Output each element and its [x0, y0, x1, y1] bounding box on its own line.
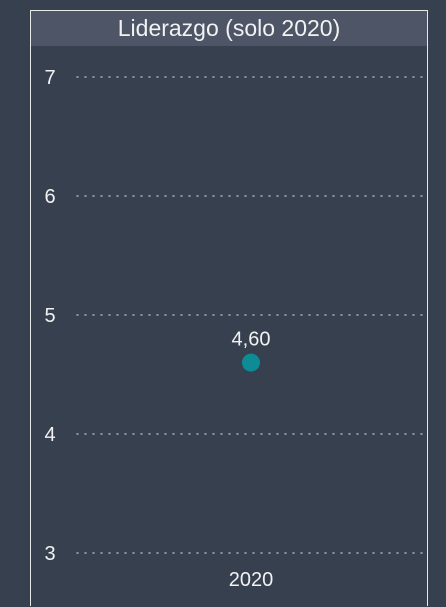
- y-tick-label: 5: [44, 305, 55, 327]
- data-points: 4,60: [232, 329, 271, 372]
- y-tick-label: 3: [44, 543, 55, 565]
- grid-layer: [76, 76, 426, 554]
- data-label: 4,60: [232, 329, 271, 351]
- y-axis-ticks: 3 4 5 6 7: [44, 67, 55, 565]
- chart-panel: Liderazgo (solo 2020) 3 4 5 6 7 2020 4,60: [30, 10, 428, 606]
- x-tick-label: 2020: [229, 569, 274, 591]
- chart-header: [31, 11, 427, 46]
- plot-area: 3 4 5 6 7 2020 4,60: [44, 67, 426, 591]
- y-tick-label: 4: [44, 424, 55, 446]
- x-axis-ticks: 2020: [229, 569, 274, 591]
- y-tick-label: 7: [44, 67, 55, 89]
- chart-title: Liderazgo (solo 2020): [117, 15, 341, 41]
- y-tick-label: 6: [44, 186, 55, 208]
- data-point[interactable]: [242, 353, 260, 372]
